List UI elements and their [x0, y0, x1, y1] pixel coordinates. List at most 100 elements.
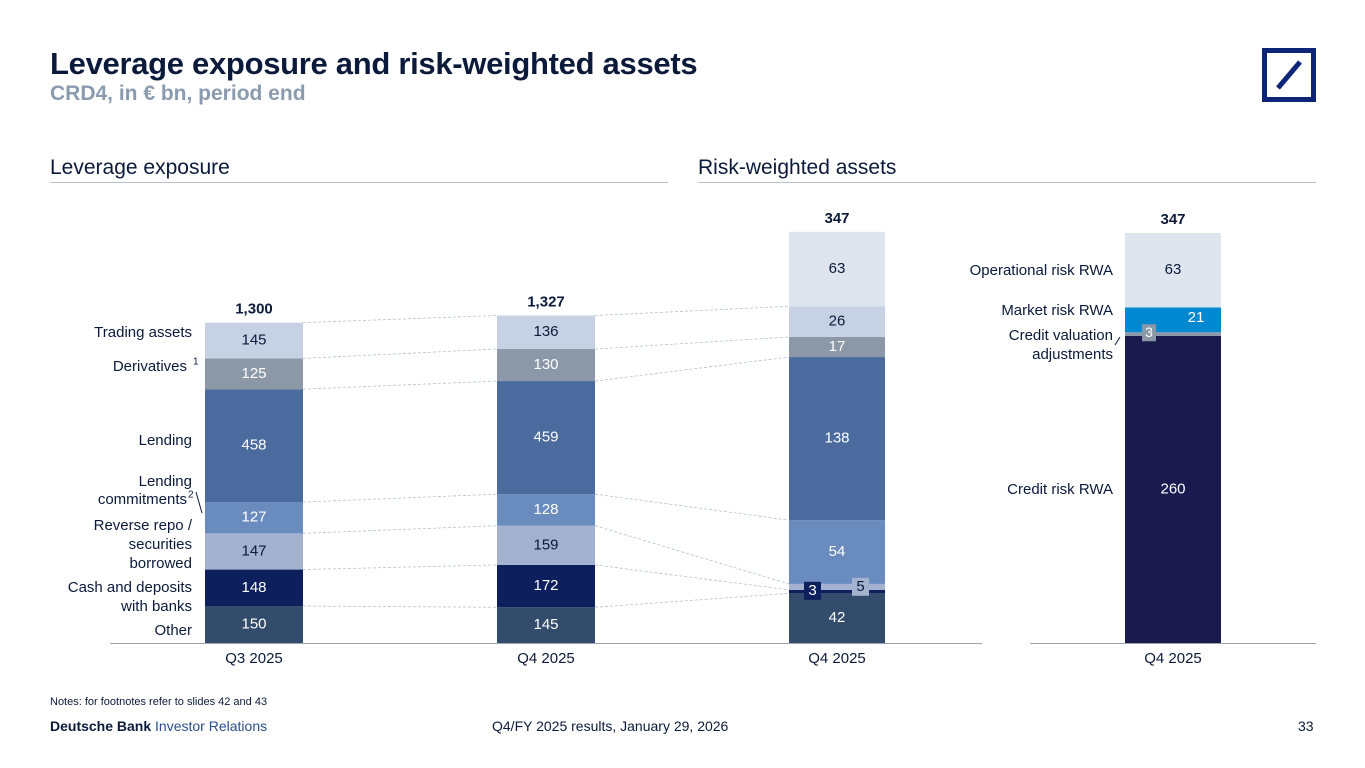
data-label-rwa-cat-derivatives: 17 [829, 338, 846, 355]
category-label-lending-commitments-footnote: 2 [188, 490, 194, 501]
bar-segment-lev-1-derivatives1 [497, 349, 595, 382]
category-label-lending-commitments-line1: Lending [139, 473, 192, 490]
page-title: Leverage exposure and risk-weighted asse… [50, 46, 698, 81]
bar-segment-rwa-cat-other [789, 593, 885, 643]
total-label-lev-1: 1,327 [527, 293, 565, 310]
category-label-cash-line2: with banks [120, 598, 192, 615]
data-label-lev-1-reverse-repo-securities-borrowed: 159 [533, 536, 558, 553]
data-label-rwa-cat-trading-assets: 26 [829, 313, 846, 330]
section-leverage-rule [50, 182, 668, 183]
bar-segment-rwa-cat-derivatives [789, 336, 885, 358]
page-number: 33 [1298, 718, 1314, 734]
data-label-lev-1-lending: 459 [533, 429, 558, 446]
connector-line [302, 380, 498, 390]
data-label-rwa-type-credit-valuation-adjustments: 3 [1145, 324, 1153, 340]
stacked-bar-chart: 1,300 150 148 147 127 458 125 145 Q3 2025 1,327 14… [68, 210, 1316, 667]
data-label-rwa-type-market-risk-rwa: 21 [1188, 309, 1205, 326]
data-label-lev-0-other: 150 [241, 615, 266, 632]
connector-line [302, 564, 498, 570]
total-label-rwa-cat: 347 [824, 210, 849, 227]
category-label-credit-risk: Credit risk RWA [1007, 481, 1113, 498]
bar-segment-lev-0-lending-commitments2 [205, 502, 303, 534]
footer-event: Q4/FY 2025 results, January 29, 2026 [492, 718, 729, 734]
bar-segment-rwa-cat-lending-commitments [789, 520, 885, 584]
connector-line [302, 605, 498, 608]
bar-segment-rwa-cat-trading-assets [789, 306, 885, 337]
connector-line [594, 356, 790, 382]
bar-segment-rwa-type-operational-risk-rwa [1125, 233, 1221, 308]
lending-commitments-pointer [195, 491, 203, 514]
data-label-rwa-cat-lending-commitments: 54 [829, 543, 846, 560]
x-tick-label-lev-1: Q4 2025 [517, 650, 575, 667]
total-label-lev-0: 1,300 [235, 301, 273, 318]
bar-segment-lev-0-cash-and-deposits-with-banks [205, 569, 303, 607]
category-label-reverse-repo-line1: Reverse repo / [94, 517, 193, 534]
category-label-trading-assets: Trading assets [94, 324, 192, 341]
category-label-operational-risk: Operational risk RWA [970, 262, 1113, 279]
bar-segment-lev-1-trading-assets [497, 315, 595, 350]
footer-brand: Deutsche Bank Investor Relations [50, 718, 267, 734]
section-leverage-heading: Leverage exposure [50, 156, 230, 179]
data-label-lev-0-reverse-repo-securities-borrowed: 147 [241, 542, 266, 559]
data-badge-rwa-cat-reverse-repo [852, 577, 869, 596]
data-badge-rwa-type-cva [1142, 324, 1156, 342]
data-label-lev-1-derivatives1: 130 [533, 356, 558, 373]
connector-line [594, 592, 790, 608]
connector-line [594, 564, 790, 591]
category-label-reverse-repo-line2: securities [129, 536, 192, 553]
data-label-lev-0-trading-assets: 145 [241, 331, 266, 348]
data-label-rwa-type-operational-risk-rwa: 63 [1165, 261, 1182, 278]
data-label-lev-1-lending-commitments2: 128 [533, 501, 558, 518]
data-label-lev-0-cash-and-deposits-with-banks: 148 [241, 579, 266, 596]
bar-segment-lev-0-reverse-repo-securities-borrowed [205, 533, 303, 570]
data-badge-rwa-cat-cash [804, 581, 821, 600]
bar-segment-rwa-cat-cash-and-deposits-with-banks [789, 589, 885, 594]
connector-line [594, 336, 790, 350]
data-label-rwa-cat-lending: 138 [824, 430, 849, 447]
connector-line [302, 348, 498, 359]
data-label-lev-1-trading-assets: 136 [533, 323, 558, 340]
data-label-lev-0-lending: 458 [241, 437, 266, 454]
bar-segment-lev-0-trading-assets [205, 322, 303, 359]
category-label-reverse-repo-line3: borrowed [129, 555, 192, 572]
connector-line [594, 525, 790, 585]
brand-name: Deutsche Bank [50, 718, 152, 734]
data-label-lev-1-cash-and-deposits-with-banks: 172 [533, 577, 558, 594]
bar-segment-rwa-type-credit-valuation-adjustments [1125, 332, 1221, 336]
section-rwa-heading: Risk-weighted assets [698, 156, 897, 179]
connector-line [594, 305, 790, 316]
x-tick-label-rwa-type: Q4 2025 [1144, 650, 1202, 667]
bar-segment-rwa-cat-lending [789, 357, 885, 521]
data-label-lev-1-other: 145 [533, 616, 558, 633]
data-label-rwa-cat-operational-risk-rwa: 63 [829, 260, 846, 277]
category-label-lending: Lending [139, 432, 192, 449]
category-label-other: Other [154, 622, 192, 639]
bar-segment-lev-1-other [497, 607, 595, 643]
section-rwa-rule [698, 182, 1316, 183]
bar-segment-rwa-cat-reverse-repo-securities-borrowed [789, 583, 885, 590]
bar-segment-lev-1-lending [497, 381, 595, 495]
bar-segment-lev-1-cash-and-deposits-with-banks [497, 564, 595, 608]
connector-line [302, 493, 498, 503]
bar-segment-lev-1-lending-commitments2 [497, 494, 595, 526]
category-label-market-risk: Market risk RWA [1001, 302, 1113, 319]
data-label-rwa-cat-other: 42 [829, 609, 846, 626]
category-label-cva-line1: Credit valuation [1009, 327, 1113, 344]
x-tick-label-lev-0: Q3 2025 [225, 650, 283, 667]
footnote-text: Notes: for footnotes refer to slides 42 … [50, 696, 268, 708]
connector-line [594, 493, 790, 521]
brand-suffix: Investor Relations [155, 718, 268, 734]
bar-segment-rwa-type-market-risk-rwa [1125, 307, 1221, 333]
cva-pointer [1114, 336, 1121, 346]
category-label-lending-commitments-line2: commitments [98, 491, 187, 508]
x-tick-label-rwa-cat: Q4 2025 [808, 650, 866, 667]
data-label-rwa-cat-cash-and-deposits-with-banks: 3 [808, 582, 816, 599]
bar-segment-lev-0-other [205, 606, 303, 643]
category-label-derivatives: Derivatives [113, 358, 187, 375]
connector-line [302, 315, 498, 324]
bar-segment-lev-1-reverse-repo-securities-borrowed [497, 525, 595, 565]
data-label-lev-0-derivatives1: 125 [241, 365, 266, 382]
data-label-lev-0-lending-commitments2: 127 [241, 509, 266, 526]
deutsche-bank-logo [1262, 48, 1316, 102]
data-label-rwa-type-credit-risk-rwa: 260 [1160, 480, 1185, 497]
